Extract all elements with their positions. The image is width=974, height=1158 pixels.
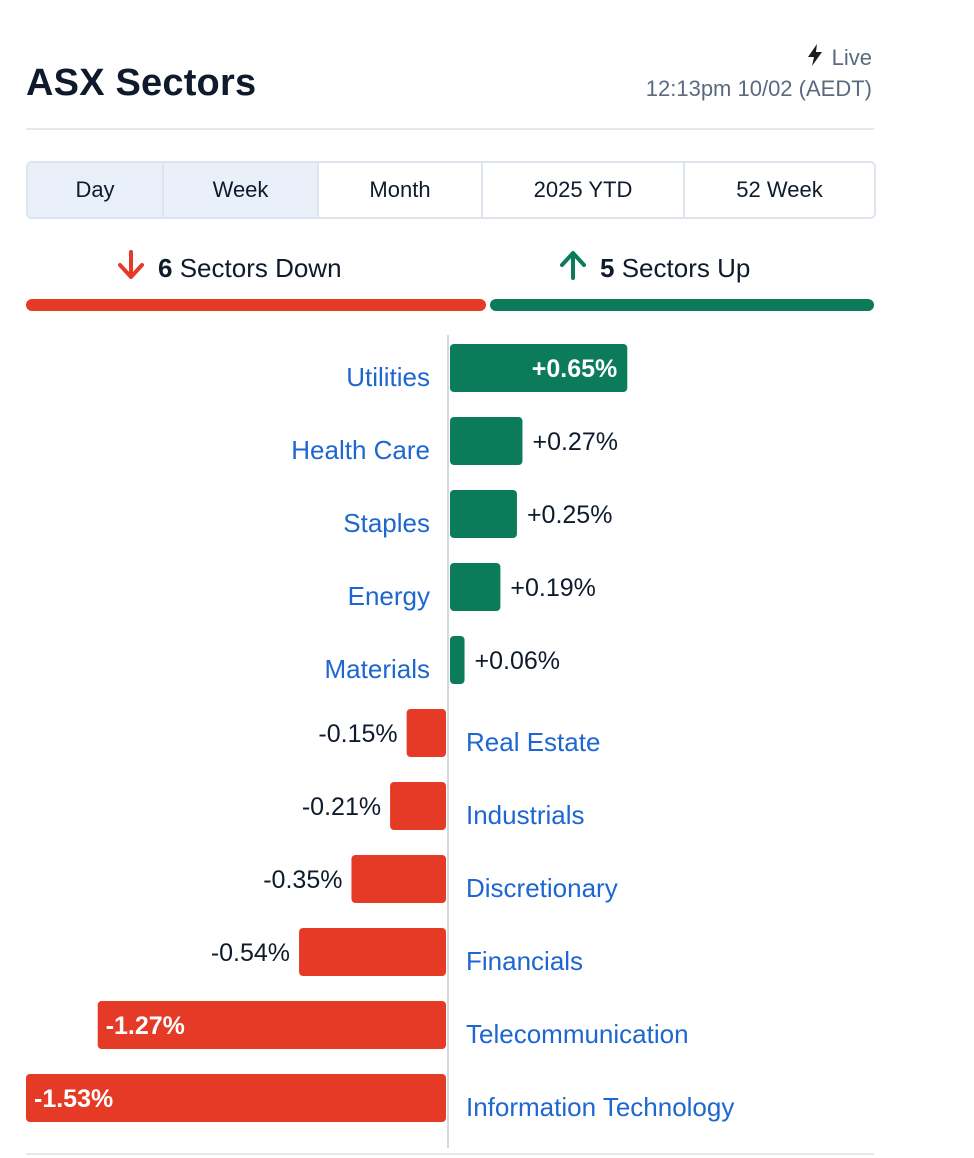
sector-link-staples[interactable]: Staples (343, 508, 430, 538)
sector-link-utilities[interactable]: Utilities (346, 362, 430, 392)
value-label-discretionary: -0.35% (263, 866, 342, 894)
tab-2025-ytd[interactable]: 2025 YTD (483, 163, 685, 217)
sectors-up-summary: 5 Sectors Up (560, 250, 750, 287)
sector-summary: 6 Sectors Down 5 Sectors Up (26, 240, 874, 320)
sectors-down-summary: 6 Sectors Down (118, 250, 342, 287)
bar-materials[interactable] (450, 636, 465, 684)
sector-link-real-estate[interactable]: Real Estate (466, 727, 600, 757)
tab-52-week[interactable]: 52 Week (685, 163, 874, 217)
live-indicator: Live (806, 44, 872, 72)
footer-divider (26, 1153, 874, 1155)
tab-month[interactable]: Month (319, 163, 483, 217)
bar-telecommunication[interactable] (97, 1001, 447, 1049)
value-label-financials: -0.54% (211, 939, 290, 967)
value-label-real-estate: -0.15% (318, 720, 397, 748)
bar-financials[interactable] (299, 928, 446, 976)
sectors-up-count: 5 (600, 253, 615, 283)
value-label-industrials: -0.21% (302, 793, 381, 821)
sector-link-energy[interactable]: Energy (348, 581, 430, 611)
sector-link-telecommunication[interactable]: Telecommunication (466, 1019, 689, 1049)
sector-link-health-care[interactable]: Health Care (291, 435, 430, 465)
bar-discretionary[interactable] (351, 855, 446, 903)
widget-header: ASX Sectors Live 12:13pm 10/02 (AEDT) (26, 0, 874, 130)
bar-energy[interactable] (450, 563, 501, 611)
tab-day[interactable]: Day (28, 163, 164, 217)
sectors-up-label: Sectors Up (621, 253, 751, 283)
sectors-down-count: 6 (158, 253, 173, 283)
sector-link-discretionary[interactable]: Discretionary (466, 873, 618, 903)
sector-link-financials[interactable]: Financials (466, 946, 583, 976)
down-ratio-bar (26, 299, 487, 311)
sector-bar-chart: +0.65% Utilities +0.27% Health Care +0.25% St… (26, 330, 874, 1148)
timestamp: 12:13pm 10/02 (AEDT) (645, 76, 872, 101)
value-label-energy: +0.19% (510, 574, 596, 602)
tab-week[interactable]: Week (164, 163, 319, 217)
sector-link-industrials[interactable]: Industrials (466, 800, 585, 830)
value-label-information-technology: -1.53% (34, 1085, 113, 1113)
value-label-materials: +0.06% (475, 647, 561, 675)
bar-staples[interactable] (450, 490, 517, 538)
value-label-telecommunication: -1.27% (106, 1012, 185, 1040)
lightning-bolt-icon (806, 44, 824, 72)
value-label-utilities: +0.65% (532, 355, 618, 383)
value-label-health-care: +0.27% (532, 428, 618, 456)
bar-real-estate[interactable] (406, 709, 446, 757)
arrow-up-icon (560, 250, 586, 287)
asx-sectors-widget: ASX Sectors Live 12:13pm 10/02 (AEDT) Da… (26, 0, 876, 1158)
bar-utilities[interactable] (450, 344, 628, 392)
page-title: ASX Sectors (26, 62, 257, 104)
up-ratio-bar (490, 299, 874, 311)
sector-link-materials[interactable]: Materials (325, 654, 430, 684)
bar-industrials[interactable] (390, 782, 446, 830)
sector-chart-svg: +0.65% Utilities +0.27% Health Care +0.25% St… (26, 335, 734, 1148)
period-tabs: Day Week Month 2025 YTD 52 Week (26, 161, 876, 219)
live-label: Live (831, 45, 872, 70)
arrow-down-icon (118, 250, 144, 287)
bar-health-care[interactable] (450, 417, 523, 465)
value-label-staples: +0.25% (527, 501, 613, 529)
sectors-down-label: Sectors Down (179, 253, 342, 283)
sector-link-information-technology[interactable]: Information Technology (466, 1092, 734, 1122)
bar-information-technology[interactable] (26, 1074, 446, 1122)
